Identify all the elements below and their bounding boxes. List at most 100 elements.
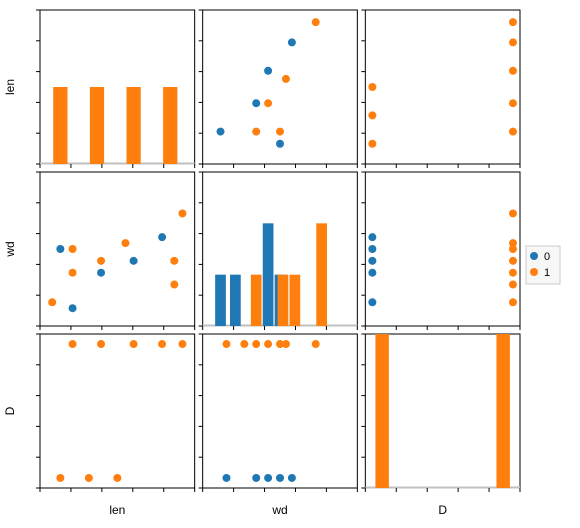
scatter-point [252, 474, 260, 482]
legend-frame [526, 246, 560, 284]
bar [251, 275, 262, 326]
scatter-point [368, 111, 376, 119]
legend-label: 0 [544, 251, 550, 263]
scatter-point [368, 298, 376, 306]
xlabel-col0: len [109, 503, 125, 517]
panel-1-0 [36, 172, 195, 330]
scatter-point [158, 233, 166, 241]
legend-marker [530, 252, 538, 260]
scatter-point [130, 340, 138, 348]
scatter-point [264, 99, 272, 107]
bar [375, 334, 388, 488]
xlabel-col2: D [438, 503, 447, 517]
scatter-point [69, 269, 77, 277]
ylabel-row2: D [3, 406, 17, 415]
ylabel-row1: wd [3, 241, 17, 257]
panel-1-1 [199, 172, 358, 330]
legend-label: 1 [544, 267, 550, 279]
scatter-point [276, 474, 284, 482]
scatter-point [368, 257, 376, 265]
bar [215, 275, 226, 326]
panel-frame [365, 10, 520, 164]
scatter-point [288, 38, 296, 46]
scatter-point [252, 128, 260, 136]
panel-2-1 [199, 334, 358, 492]
scatter-point [368, 83, 376, 91]
bar [163, 87, 177, 164]
scatter-point [85, 474, 93, 482]
scatter-point [48, 298, 56, 306]
legend: 01 [526, 246, 560, 284]
bar [230, 275, 241, 326]
scatter-point [264, 67, 272, 75]
scatter-point [178, 340, 186, 348]
scatter-point [252, 340, 260, 348]
panel-0-2 [361, 10, 520, 168]
scatter-point [97, 269, 105, 277]
scatter-point [312, 18, 320, 26]
scatter-point [217, 128, 225, 136]
pairplot-grid: lenwdDlenwdD01 [0, 0, 580, 528]
scatter-point [509, 239, 517, 247]
panel-frame [203, 334, 358, 488]
scatter-point [158, 340, 166, 348]
pairplot-svg: lenwdDlenwdD01 [0, 0, 580, 528]
panel-1-2 [361, 172, 520, 330]
scatter-point [276, 128, 284, 136]
scatter-point [368, 269, 376, 277]
legend-marker [530, 268, 538, 276]
scatter-point [170, 281, 178, 289]
scatter-point [130, 257, 138, 265]
panel-2-2 [361, 334, 520, 492]
scatter-point [509, 281, 517, 289]
bar [290, 275, 301, 326]
scatter-point [170, 257, 178, 265]
panel-frame [365, 172, 520, 326]
panel-2-0 [36, 334, 195, 492]
scatter-point [509, 38, 517, 46]
scatter-point [368, 245, 376, 253]
scatter-point [121, 239, 129, 247]
scatter-point [222, 340, 230, 348]
scatter-point [252, 99, 260, 107]
scatter-point [509, 99, 517, 107]
bar [90, 87, 104, 164]
scatter-point [97, 257, 105, 265]
bar [316, 223, 327, 326]
scatter-point [312, 340, 320, 348]
scatter-point [69, 340, 77, 348]
bar [126, 87, 140, 164]
scatter-point [222, 474, 230, 482]
ylabel-row0: len [3, 79, 17, 95]
scatter-point [69, 245, 77, 253]
scatter-point [288, 474, 296, 482]
scatter-point [509, 67, 517, 75]
bar [278, 275, 289, 326]
scatter-point [178, 209, 186, 217]
scatter-point [56, 474, 64, 482]
scatter-point [113, 474, 121, 482]
scatter-point [97, 340, 105, 348]
scatter-point [509, 298, 517, 306]
scatter-point [509, 269, 517, 277]
scatter-point [509, 128, 517, 136]
panel-0-0 [36, 10, 195, 168]
scatter-point [282, 340, 290, 348]
scatter-point [264, 474, 272, 482]
bar [496, 334, 509, 488]
xlabel-col1: wd [271, 503, 287, 517]
scatter-point [368, 233, 376, 241]
scatter-point [276, 140, 284, 148]
bar [263, 223, 274, 326]
scatter-point [240, 340, 248, 348]
scatter-point [509, 257, 517, 265]
panel-0-1 [199, 10, 358, 168]
scatter-point [69, 304, 77, 312]
scatter-point [264, 340, 272, 348]
scatter-point [509, 18, 517, 26]
bar [53, 87, 67, 164]
scatter-point [509, 209, 517, 217]
scatter-point [368, 140, 376, 148]
scatter-point [282, 75, 290, 83]
panel-frame [40, 334, 195, 488]
